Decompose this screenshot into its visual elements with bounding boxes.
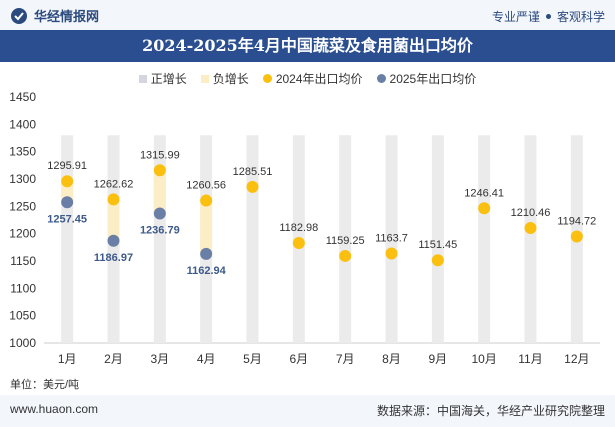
top-bar: 华经情报网 专业严谨 客观科学 [0,0,615,30]
x-tick-label: 4月 [197,352,216,366]
point-2024 [246,180,259,193]
point-2025 [107,234,120,247]
point-2025 [200,247,213,260]
y-tick-label: 1450 [9,90,36,104]
point-2024 [61,175,74,188]
change-bar [200,200,213,254]
y-tick-label: 1400 [9,117,36,131]
bar-background [431,135,444,343]
legend-positive-swatch [138,74,147,83]
data-label-2024: 1246.41 [464,187,504,199]
tag-professional: 专业严谨 [491,10,540,24]
footer: www.huaon.com 数据来源：中国海关，华经产业研究院整理 [0,395,615,427]
y-tick-label: 1200 [9,227,36,241]
point-2024 [570,230,583,243]
chart-area: 1000 1050 1100 1150 1200 1250 1300 1350 1400 1450… [9,90,600,366]
data-label-2025: 1236.79 [140,225,180,237]
footer-source: 数据来源：中国海关，华经产业研究院整理 [376,404,605,418]
bar-background [478,135,491,343]
y-tick-label: 1100 [10,281,36,295]
bar-background [524,135,537,343]
legend: 正增长 负增长 2024年出口均价 2025年出口均价 [0,70,615,87]
data-label-2024: 1260.56 [186,180,226,192]
point-2024 [478,202,491,215]
data-label-2024: 1315.99 [140,149,180,161]
brand-logo-icon [11,7,27,24]
legend-2025: 2025年出口均价 [376,70,477,87]
y-tick-label: 1350 [9,145,36,159]
legend-positive: 正增长 [138,70,187,87]
point-2024 [385,247,398,260]
brand: 华经情报网 [10,6,99,25]
change-bar [107,199,120,241]
x-tick-label: 10月 [471,352,496,366]
bar-background [339,135,352,343]
y-tick-label: 1150 [10,254,36,268]
y-tick-label: 1000 [9,336,36,350]
point-2025 [61,196,74,209]
bar-background [385,135,398,343]
x-tick-label: 5月 [243,352,262,366]
point-2024 [431,254,444,267]
x-tick-label: 2月 [104,352,123,366]
point-2024 [524,221,537,234]
data-label-2024: 1151.45 [418,239,457,251]
point-2024 [292,236,305,249]
title-bar: 2024-2025年4月中国蔬菜及食用菌出口均价 [0,30,615,62]
y-tick-label: 1250 [9,199,36,213]
data-label-2024: 1262.62 [94,178,134,190]
change-bar [153,170,166,214]
unit-label: 单位：美元/吨 [10,379,80,391]
x-tick-label: 7月 [336,352,355,366]
data-label-2025: 1162.94 [187,265,227,277]
legend-2024-swatch [262,74,272,83]
legend-2025-swatch [376,74,386,83]
legend-negative-label: 负增长 [212,72,249,86]
data-label-2024: 1210.46 [511,207,551,219]
x-tick-label: 11月 [518,352,542,366]
change-bar [61,181,74,203]
x-tick-label: 12月 [564,352,589,366]
data-label-2024: 1194.72 [557,216,596,228]
x-tick-label: 9月 [428,352,447,366]
tag-objective: 客观科学 [556,10,605,24]
x-tick-label: 8月 [382,352,401,366]
data-label-2025: 1186.97 [94,252,133,264]
x-tick-label: 6月 [289,352,308,366]
chart-title: 2024-2025年4月中国蔬菜及食用菌出口均价 [142,36,473,55]
data-label-2024: 1182.98 [279,222,318,234]
point-2024 [107,193,120,206]
legend-positive-label: 正增长 [150,72,187,86]
legend-2025-label: 2025年出口均价 [389,72,477,86]
data-label-2025: 1257.45 [47,213,87,225]
dot-separator-icon [545,14,551,19]
data-label-2024: 1285.51 [233,166,273,178]
data-label-2024: 1159.25 [326,235,365,247]
point-2024 [339,249,352,262]
y-tick-label: 1300 [9,172,36,186]
legend-negative-swatch [200,74,209,83]
point-2024 [200,194,213,207]
legend-negative: 负增长 [200,70,249,87]
brand-name: 华经情报网 [34,9,100,24]
legend-2024-label: 2024年出口均价 [275,72,363,86]
point-2025 [153,207,166,220]
legend-2024: 2024年出口均价 [262,70,363,87]
point-2024 [153,164,166,177]
y-tick-label: 1050 [9,309,36,323]
header-tags: 专业严谨 客观科学 [492,8,605,25]
x-tick-label: 1月 [58,352,77,366]
footer-site: www.huaon.com [10,402,99,416]
x-tick-label: 3月 [150,352,169,366]
data-label-2024: 1295.91 [47,160,87,172]
data-label-2024: 1163.7 [375,233,408,245]
